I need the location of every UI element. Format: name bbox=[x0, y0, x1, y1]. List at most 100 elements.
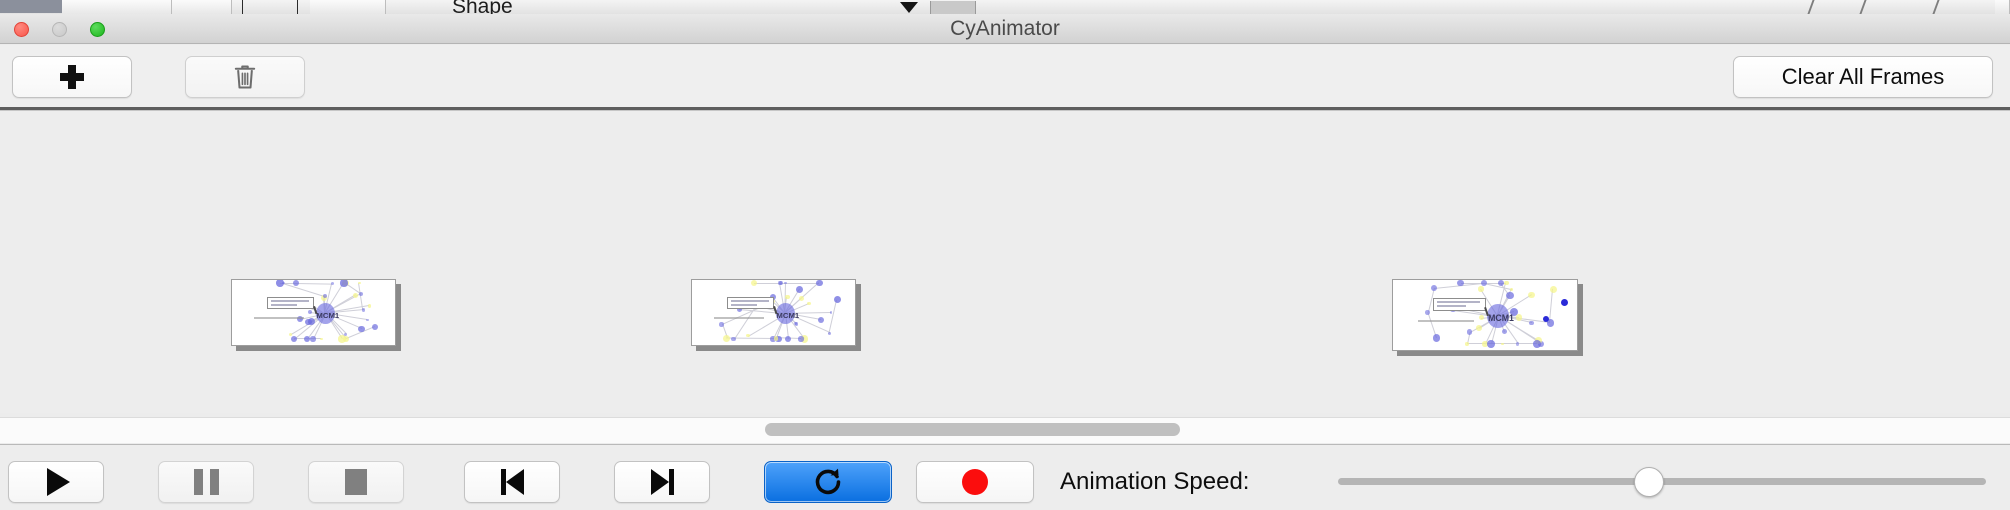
record-button[interactable] bbox=[916, 461, 1034, 503]
timeline-frame-thumbnail[interactable]: MCM1 bbox=[231, 279, 396, 346]
network-node bbox=[359, 291, 364, 296]
network-node bbox=[1515, 314, 1523, 321]
network-node bbox=[1506, 292, 1514, 300]
animation-speed-label: Animation Speed: bbox=[1060, 468, 1250, 495]
add-frame-button[interactable] bbox=[12, 56, 132, 98]
background-selected-tab bbox=[0, 0, 62, 13]
network-callout-text bbox=[1437, 305, 1467, 308]
background-window-strip: Shape bbox=[0, 0, 2010, 14]
network-node bbox=[719, 322, 724, 327]
network-thumbnail-canvas: MCM1 bbox=[232, 280, 395, 345]
network-callout-text bbox=[271, 303, 298, 306]
pause-button[interactable] bbox=[158, 461, 254, 503]
network-node bbox=[796, 285, 804, 293]
network-node bbox=[1510, 287, 1514, 291]
network-edge bbox=[283, 283, 325, 297]
network-node bbox=[816, 280, 823, 287]
network-node bbox=[1501, 328, 1508, 335]
pause-icon bbox=[193, 469, 219, 495]
network-node bbox=[358, 325, 366, 333]
network-node bbox=[774, 335, 782, 343]
network-node bbox=[800, 335, 808, 343]
network-node bbox=[365, 318, 369, 322]
network-node bbox=[1457, 280, 1465, 287]
network-node bbox=[1510, 307, 1519, 316]
network-node bbox=[367, 304, 371, 308]
minimize-button[interactable] bbox=[52, 22, 67, 37]
network-edge bbox=[1549, 289, 1554, 323]
network-node bbox=[322, 293, 328, 299]
network-node bbox=[1482, 341, 1488, 347]
network-node bbox=[344, 332, 348, 336]
network-annotation-text bbox=[714, 317, 764, 320]
clear-all-frames-button[interactable]: Clear All Frames bbox=[1733, 56, 1993, 98]
background-tab bbox=[172, 0, 232, 14]
network-node bbox=[304, 318, 312, 326]
network-node bbox=[1467, 329, 1473, 335]
network-node bbox=[358, 281, 361, 285]
network-node bbox=[828, 331, 832, 335]
skip-end-button[interactable] bbox=[614, 461, 710, 503]
skip-end-icon bbox=[650, 469, 674, 495]
network-annotation-text bbox=[1418, 319, 1474, 322]
play-icon bbox=[46, 468, 70, 496]
network-node bbox=[1480, 280, 1487, 287]
network-node bbox=[353, 292, 359, 298]
network-node bbox=[319, 337, 323, 341]
background-divider bbox=[1807, 0, 1815, 14]
network-node bbox=[1533, 340, 1542, 348]
network-node bbox=[330, 282, 335, 286]
loop-button[interactable] bbox=[764, 461, 892, 503]
background-window-label: Shape bbox=[452, 0, 513, 14]
animation-speed-slider-thumb[interactable] bbox=[1634, 467, 1664, 497]
network-node bbox=[798, 295, 805, 302]
network-node bbox=[1487, 340, 1495, 348]
stop-button[interactable] bbox=[308, 461, 404, 503]
network-node bbox=[770, 336, 776, 342]
network-edge bbox=[1502, 343, 1538, 344]
timeline-frame-thumbnail[interactable]: MCM1 bbox=[691, 279, 856, 346]
network-callout-text bbox=[271, 299, 309, 302]
network-node bbox=[793, 321, 797, 325]
network-node bbox=[798, 336, 804, 342]
network-node bbox=[1504, 280, 1509, 286]
maximize-button[interactable] bbox=[90, 22, 105, 37]
toolbar bbox=[0, 45, 2010, 107]
toolbar-separator bbox=[0, 107, 2010, 110]
background-tab bbox=[62, 0, 172, 14]
network-node bbox=[833, 295, 842, 304]
network-node bbox=[1549, 285, 1558, 294]
network-node bbox=[276, 280, 284, 287]
network-edge bbox=[828, 299, 838, 334]
network-node bbox=[1478, 286, 1484, 292]
network-annotation-text bbox=[254, 317, 304, 320]
timeline-frame-thumbnail[interactable]: MCM1 bbox=[1392, 279, 1578, 351]
network-hub-node bbox=[775, 302, 795, 325]
network-node bbox=[338, 335, 346, 343]
network-callout bbox=[727, 297, 775, 309]
background-divider bbox=[242, 0, 243, 14]
timeline-scrollbar-thumb[interactable] bbox=[765, 423, 1180, 436]
network-thumbnail-canvas: MCM1 bbox=[1393, 280, 1577, 350]
network-node bbox=[784, 335, 792, 343]
stop-icon bbox=[345, 469, 367, 495]
network-node bbox=[829, 311, 833, 314]
play-button[interactable] bbox=[8, 461, 104, 503]
network-node bbox=[723, 335, 730, 342]
close-button[interactable] bbox=[14, 22, 29, 37]
network-node bbox=[1538, 340, 1545, 348]
skip-start-icon bbox=[500, 469, 524, 495]
delete-frame-button[interactable] bbox=[185, 56, 305, 98]
background-tab bbox=[1995, 0, 2010, 14]
background-tab bbox=[310, 0, 386, 14]
network-node bbox=[321, 295, 328, 301]
skip-start-button[interactable] bbox=[464, 461, 560, 503]
background-divider bbox=[1859, 0, 1867, 14]
network-node bbox=[1500, 342, 1504, 346]
record-icon bbox=[962, 469, 988, 495]
window-title: CyAnimator bbox=[950, 17, 1060, 40]
network-hub-label: MCM1 bbox=[776, 310, 800, 320]
background-cursor-marker bbox=[900, 2, 918, 13]
